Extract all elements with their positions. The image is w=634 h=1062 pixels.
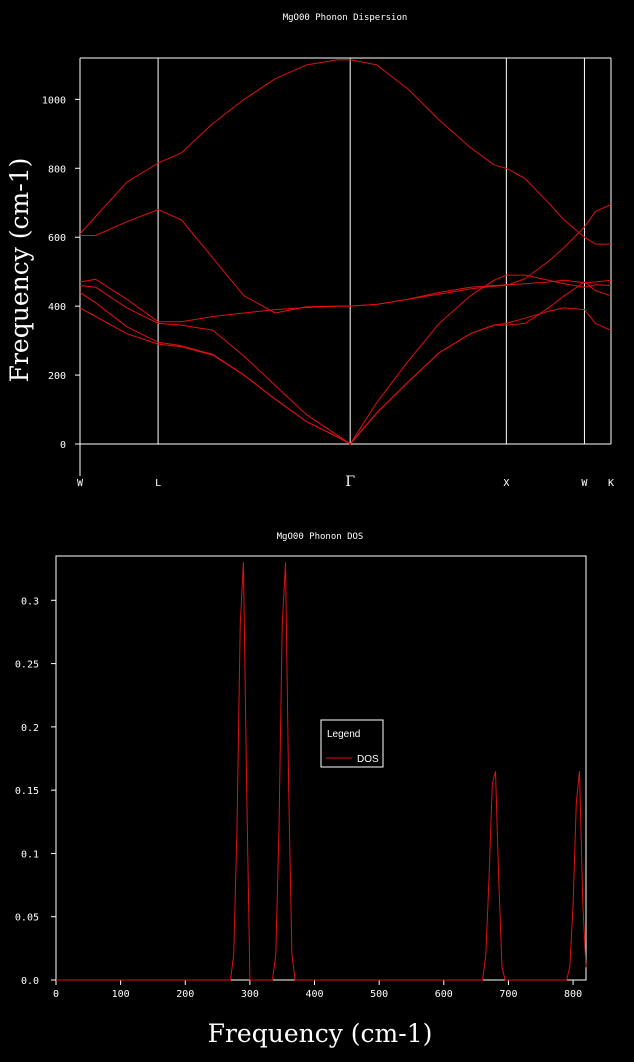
dispersion-y-tick-label: 1000 bbox=[42, 95, 66, 106]
dos-x-tick-label: 100 bbox=[112, 989, 130, 1000]
kpoint-label: Γ bbox=[345, 474, 355, 490]
phonon-band-6 bbox=[79, 307, 612, 445]
kpoint-label: X bbox=[503, 478, 509, 489]
dispersion-frame bbox=[79, 57, 611, 476]
dos-x-tick-label: 600 bbox=[435, 989, 453, 1000]
dos-plot-border bbox=[55, 555, 587, 981]
dos-legend-title: Legend bbox=[327, 729, 360, 740]
dos-legend: Legend DOS bbox=[320, 719, 384, 768]
dos-y-tick-label: 0.25 bbox=[15, 660, 39, 671]
dos-frame bbox=[55, 555, 587, 981]
dispersion-chart: MgO00 Phonon Dispersion 0 200 400 600 800 100… bbox=[5, 13, 614, 490]
dos-x-label: Frequency (cm-1) bbox=[208, 1019, 433, 1048]
dispersion-y-label: Frequency (cm-1) bbox=[5, 158, 34, 383]
dos-y-tick-label: 0.2 bbox=[21, 723, 39, 734]
dos-title: MgO00 Phonon DOS bbox=[277, 532, 364, 542]
dispersion-y-tick-label: 400 bbox=[48, 302, 66, 313]
phonon-band-1 bbox=[79, 59, 611, 245]
dispersion-y-tick-label: 200 bbox=[48, 371, 66, 382]
kpoint-label: W bbox=[581, 478, 588, 489]
phonon-band-3 bbox=[79, 278, 612, 323]
dos-y-tick-label: 0.05 bbox=[15, 913, 39, 924]
dos-x-tick-label: 800 bbox=[564, 989, 582, 1000]
phonon-band-2 bbox=[80, 204, 612, 314]
dos-y-tick-label: 0.0 bbox=[21, 976, 39, 987]
dos-x-tick-label: 400 bbox=[306, 989, 324, 1000]
dos-x-tick-label: 300 bbox=[241, 989, 259, 1000]
dos-y-tick-label: 0.1 bbox=[21, 849, 39, 860]
dos-chart: MgO00 Phonon DOS 0.00.050.10.150.20.250.… bbox=[15, 532, 587, 1048]
dos-x-tick-label: 700 bbox=[499, 989, 517, 1000]
dispersion-y-tick-label: 800 bbox=[48, 164, 66, 175]
dispersion-title: MgO00 Phonon Dispersion bbox=[283, 13, 408, 23]
dos-y-tick-label: 0.3 bbox=[21, 596, 39, 607]
dispersion-bands bbox=[79, 59, 612, 445]
dispersion-y-tick-label: 0 bbox=[60, 440, 66, 451]
phonon-band-4 bbox=[79, 274, 612, 445]
dos-x-axis: 0 100 200 300 400 500 600 700 800 bbox=[53, 980, 582, 1000]
dos-x-tick-label: 500 bbox=[370, 989, 388, 1000]
dos-y-axis: 0.0 0.05 0.1 0.15 0.2 0.25 0.3 bbox=[15, 596, 56, 987]
dos-legend-entry: DOS bbox=[357, 754, 379, 765]
dos-legend-box bbox=[320, 719, 384, 768]
kpoint-label: L bbox=[155, 478, 161, 489]
dispersion-y-axis: 0 200 400 600 800 1000 bbox=[42, 95, 80, 451]
dos-x-tick-label: 0 bbox=[53, 989, 59, 1000]
dos-series bbox=[56, 562, 587, 981]
kpoint-label: K bbox=[608, 478, 614, 489]
dos-x-tick-label: 200 bbox=[176, 989, 194, 1000]
dos-y-tick-label: 0.15 bbox=[15, 786, 39, 797]
dos-line bbox=[56, 562, 587, 981]
dispersion-y-tick-label: 600 bbox=[48, 233, 66, 244]
kpoint-label: W bbox=[77, 478, 84, 489]
